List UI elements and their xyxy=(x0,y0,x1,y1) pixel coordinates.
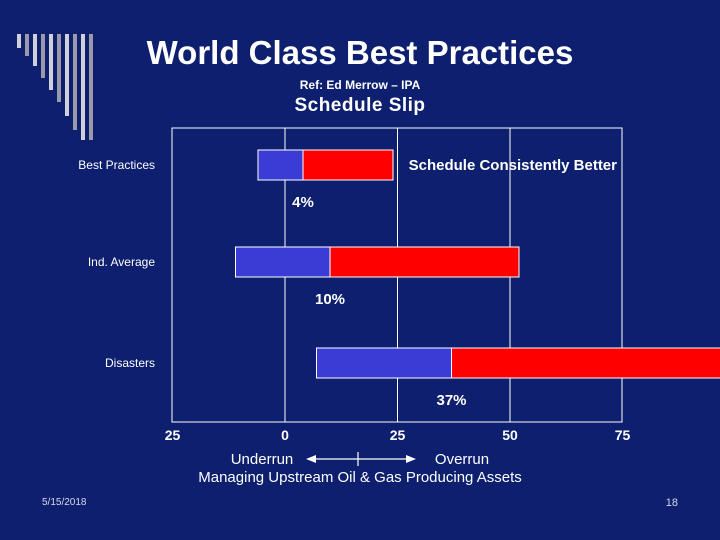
bar-overrun xyxy=(451,347,720,379)
decorative-stripe xyxy=(57,34,61,102)
underrun-label: Underrun xyxy=(231,451,294,468)
decorative-stripe xyxy=(17,34,21,48)
chart-annotation: Schedule Consistently Better xyxy=(409,157,618,174)
category-label: Disasters xyxy=(105,356,155,370)
decorative-stripes xyxy=(17,34,93,140)
x-tick-label: 0 xyxy=(281,427,289,443)
chart-title: Schedule Slip xyxy=(294,95,426,116)
x-tick-label: 75 xyxy=(615,427,631,443)
decorative-stripe xyxy=(33,34,37,66)
bar-underrun xyxy=(257,149,304,181)
arrow-left-head xyxy=(306,455,316,463)
bar-underrun xyxy=(316,347,452,379)
value-label: 10% xyxy=(315,291,345,308)
page-number: 18 xyxy=(665,497,678,509)
decorative-stripe xyxy=(81,34,85,140)
bars xyxy=(235,149,720,379)
x-tick-label: 50 xyxy=(502,427,518,443)
value-label: 37% xyxy=(436,392,466,409)
decorative-stripe xyxy=(49,34,53,90)
bar-overrun xyxy=(329,246,520,278)
value-label: 4% xyxy=(292,194,314,211)
labels: 25 0 25 50 75 Best Practices 4% Ind. Average 10%… xyxy=(78,157,630,486)
arrow-right-head xyxy=(406,455,416,463)
decorative-stripe xyxy=(89,34,93,140)
footer-date: 5/15/2018 xyxy=(42,497,87,508)
x-tick-label: 25 xyxy=(165,427,181,443)
decorative-stripe xyxy=(25,34,29,56)
bar-overrun xyxy=(302,149,394,181)
x-tick-label: 25 xyxy=(390,427,406,443)
bar-underrun xyxy=(235,246,331,278)
decorative-stripe xyxy=(65,34,69,116)
overrun-label: Overrun xyxy=(435,451,489,468)
category-label: Best Practices xyxy=(78,158,155,172)
decorative-stripe xyxy=(41,34,45,78)
x-axis-label: Managing Upstream Oil & Gas Producing As… xyxy=(198,469,521,486)
slide-title: World Class Best Practices xyxy=(146,34,574,71)
reference-note: Ref: Ed Merrow – IPA xyxy=(299,78,421,92)
category-label: Ind. Average xyxy=(88,255,155,269)
decorative-stripe xyxy=(73,34,77,130)
